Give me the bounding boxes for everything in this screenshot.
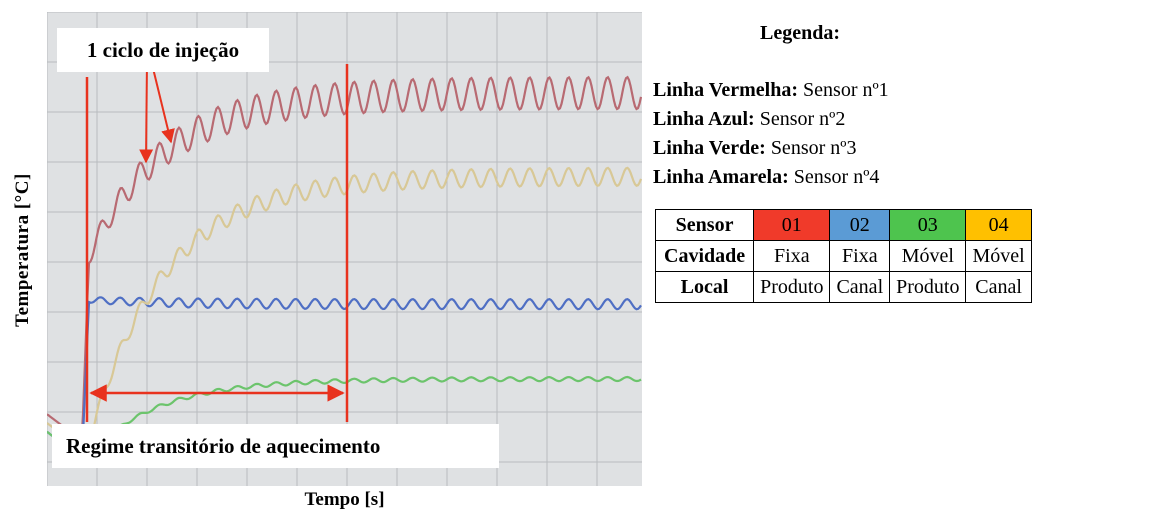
legend-line-yellow: Linha Amarela: Sensor nº4 (653, 166, 879, 189)
series-line-sensor-1 (47, 75, 642, 443)
local-cell: Canal (829, 271, 891, 303)
legend-line-blue-label: Linha Azul: (653, 108, 755, 130)
legend-line-red-label: Linha Vermelha: (653, 79, 799, 101)
sensor-04-cell: 04 (965, 209, 1032, 241)
legend-line-green: Linha Verde: Sensor nº3 (653, 137, 856, 160)
legend-line-yellow-label: Linha Amarela: (653, 166, 789, 188)
cavidade-cell: Fixa (753, 240, 831, 272)
series-line-sensor-3 (47, 375, 642, 459)
local-cell: Produto (889, 271, 967, 303)
row-header-cavidade: Cavidade (654, 240, 755, 272)
table-row-sensor: Sensor 01 02 03 04 (654, 209, 1032, 241)
table-row-local: Local Produto Canal Produto Canal (654, 271, 1032, 303)
sensor-03-cell: 03 (889, 209, 967, 241)
legend-line-blue: Linha Azul: Sensor nº2 (653, 108, 845, 131)
y-axis-label: Temperatura [°C] (8, 60, 38, 440)
y-axis-label-text: Temperatura [°C] (12, 173, 33, 327)
table-row-cavidade: Cavidade Fixa Fixa Móvel Móvel (654, 240, 1032, 272)
legend-line-blue-value: Sensor nº2 (759, 108, 846, 130)
x-axis-label: Tempo [s] (304, 489, 385, 510)
sensor-02-cell: 02 (829, 209, 891, 241)
sensor-table: Sensor 01 02 03 04 Cavidade Fixa Fixa Mó… (654, 209, 1032, 303)
cavidade-cell: Móvel (889, 240, 967, 272)
row-header-local: Local (654, 271, 755, 303)
regime-annotation: Regime transitório de aquecimento (52, 424, 499, 468)
cycle-annotation: 1 ciclo de injeção (57, 28, 269, 72)
cycle-arrow-right (150, 59, 175, 144)
cavidade-cell: Móvel (965, 240, 1032, 272)
local-cell: Canal (965, 271, 1032, 303)
legend-title: Legenda: (760, 22, 840, 44)
legend-line-green-label: Linha Verde: (653, 137, 766, 159)
legend-line-red: Linha Vermelha: Sensor nº1 (653, 79, 889, 102)
temperature-chart (47, 12, 642, 486)
series-line-sensor-4 (47, 166, 642, 451)
cavidade-cell: Fixa (829, 240, 891, 272)
legend-line-yellow-value: Sensor nº4 (793, 166, 880, 188)
legend-line-red-value: Sensor nº1 (803, 79, 889, 101)
cycle-arrow-left (139, 59, 154, 164)
legend-line-green-value: Sensor nº3 (770, 137, 857, 159)
local-cell: Produto (753, 271, 831, 303)
row-header-sensor: Sensor (654, 209, 755, 241)
regime-annotation-text: Regime transitório de aquecimento (66, 433, 381, 458)
series-lines (47, 75, 642, 460)
cycle-annotation-text: 1 ciclo de injeção (86, 37, 240, 62)
sensor-01-cell: 01 (753, 209, 831, 241)
